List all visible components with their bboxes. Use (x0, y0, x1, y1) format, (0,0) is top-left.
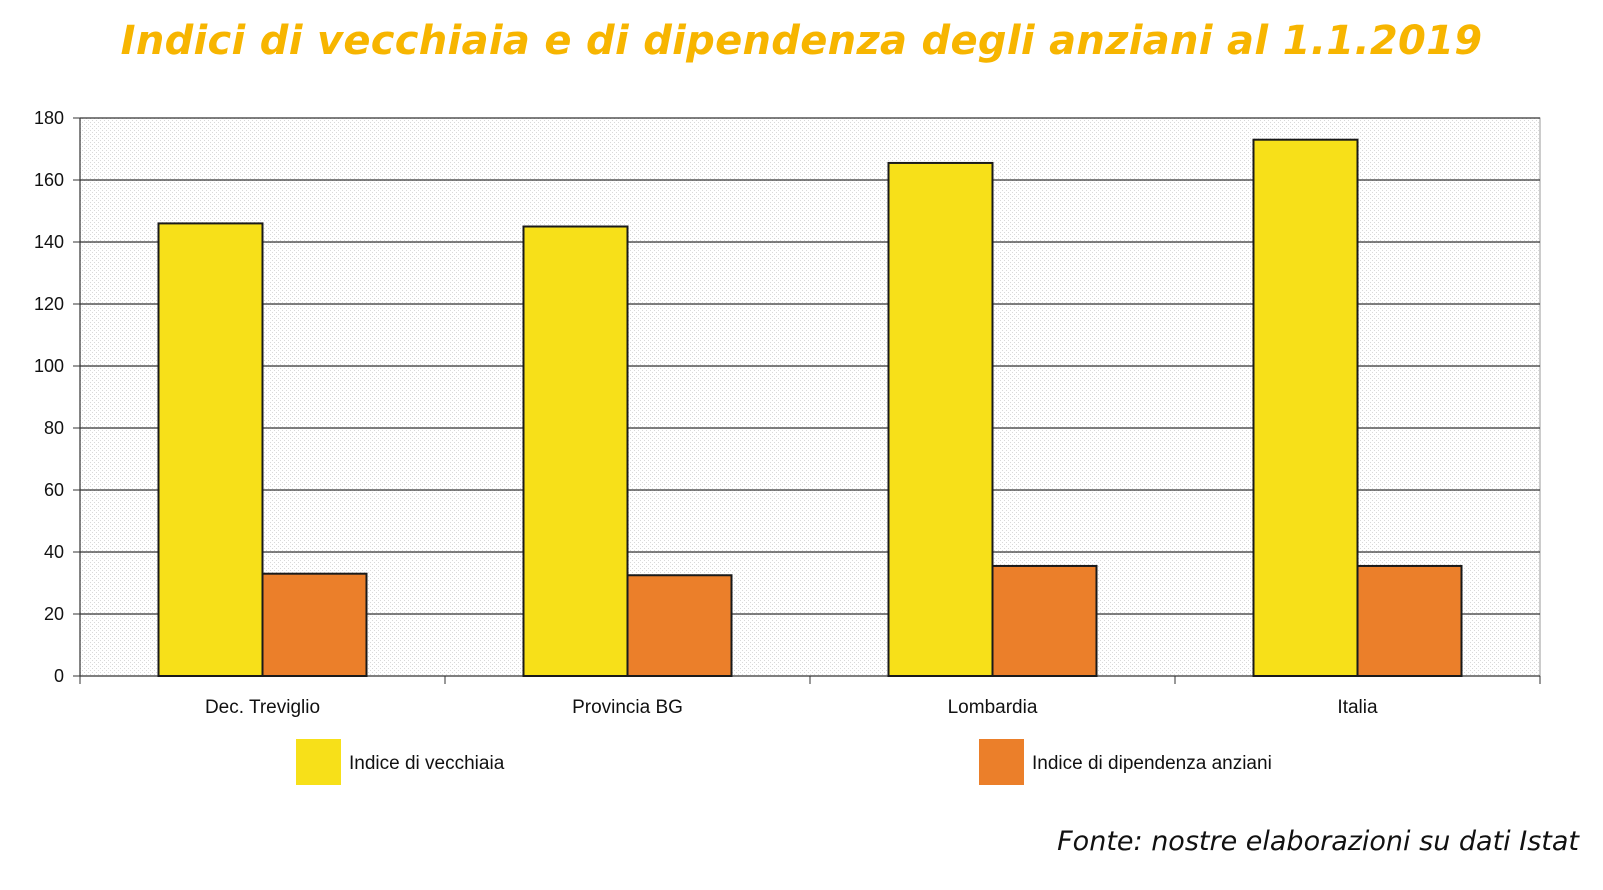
bar (887, 161, 994, 677)
x-tick-label: Lombardia (948, 697, 1038, 718)
bar (991, 564, 1098, 678)
legend-swatch (979, 739, 1024, 785)
y-tick-label: 100 (34, 356, 64, 376)
y-tick-label: 60 (44, 480, 64, 500)
legend: Indice di vecchiaia Indice di dipendenza … (296, 739, 1272, 785)
chart-title: Indici di vecchiaia e di dipendenza degl… (120, 18, 1483, 64)
bar-chart: 0 20 40 60 80 100 120 140 160 180 Dec. Treviglio P… (34, 108, 1541, 785)
y-axis: 0 20 40 60 80 100 120 140 160 180 (34, 108, 81, 686)
bar (1356, 564, 1463, 678)
legend-swatch (296, 739, 341, 785)
y-tick-label: 140 (34, 232, 64, 252)
x-axis: Dec. Treviglio Provincia BG Lombardia Itali… (79, 675, 1541, 718)
bar (1252, 138, 1359, 677)
legend-label: Indice di dipendenza anziani (1032, 753, 1272, 774)
bar (157, 222, 264, 677)
source-note: Fonte: nostre elaborazioni su dati Istat (1057, 826, 1579, 857)
y-tick-label: 120 (34, 294, 64, 314)
legend-label: Indice di vecchiaia (349, 753, 505, 774)
y-tick-label: 40 (44, 542, 64, 562)
y-tick-label: 20 (44, 604, 64, 624)
y-tick-label: 160 (34, 170, 64, 190)
x-tick-label: Provincia BG (572, 697, 683, 718)
x-tick-label: Dec. Treviglio (205, 697, 320, 718)
bar (522, 225, 629, 677)
bar (261, 572, 368, 678)
bar (626, 574, 733, 677)
y-tick-label: 180 (34, 108, 64, 128)
bars (157, 138, 1463, 678)
y-tick-label: 80 (44, 418, 64, 438)
y-tick-label: 0 (54, 666, 64, 686)
x-tick-label: Italia (1337, 697, 1378, 718)
